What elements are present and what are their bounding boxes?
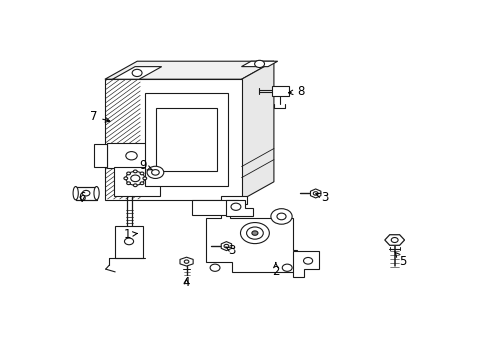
Polygon shape [226,200,253,216]
Polygon shape [242,61,274,200]
Circle shape [210,264,220,271]
Circle shape [140,182,144,185]
Polygon shape [113,67,162,79]
Text: 3: 3 [225,244,236,257]
Polygon shape [206,195,297,272]
Polygon shape [272,86,289,96]
Text: 9: 9 [139,159,152,172]
Polygon shape [180,257,193,266]
Polygon shape [105,79,242,200]
Ellipse shape [73,186,78,200]
Polygon shape [105,61,274,79]
Circle shape [131,175,140,182]
Polygon shape [75,186,97,200]
Circle shape [140,172,144,175]
Circle shape [126,152,137,160]
Polygon shape [107,143,164,168]
Ellipse shape [94,186,99,200]
Circle shape [126,171,145,185]
Polygon shape [115,226,143,258]
Circle shape [255,60,265,68]
Circle shape [184,260,189,263]
Circle shape [82,190,90,196]
Text: 5: 5 [395,252,407,268]
Circle shape [147,166,164,179]
Polygon shape [221,242,232,251]
Circle shape [391,238,398,243]
Circle shape [127,182,130,185]
Circle shape [143,177,147,180]
Circle shape [133,170,137,173]
Circle shape [124,238,134,245]
Circle shape [231,203,241,210]
Polygon shape [242,61,278,67]
Polygon shape [192,200,238,215]
Circle shape [151,170,159,175]
Polygon shape [115,167,160,195]
Circle shape [132,69,142,77]
Circle shape [246,227,263,239]
Circle shape [303,257,313,264]
Circle shape [241,222,270,244]
Text: 1: 1 [124,228,137,241]
Circle shape [133,184,137,186]
Polygon shape [293,251,319,278]
Polygon shape [156,108,217,171]
Polygon shape [311,189,321,198]
Circle shape [271,209,292,224]
Circle shape [277,213,286,220]
Text: 3: 3 [316,190,329,203]
Text: 4: 4 [183,276,190,289]
Text: 6: 6 [78,190,86,203]
Text: 2: 2 [272,262,280,278]
Circle shape [124,177,128,180]
Circle shape [252,231,258,235]
Circle shape [313,192,318,195]
Polygon shape [94,144,107,167]
Text: 7: 7 [90,110,110,123]
Polygon shape [385,235,405,245]
Text: 8: 8 [289,85,304,98]
Circle shape [282,264,292,271]
Circle shape [127,172,130,175]
Polygon shape [145,93,228,186]
Circle shape [224,244,229,248]
